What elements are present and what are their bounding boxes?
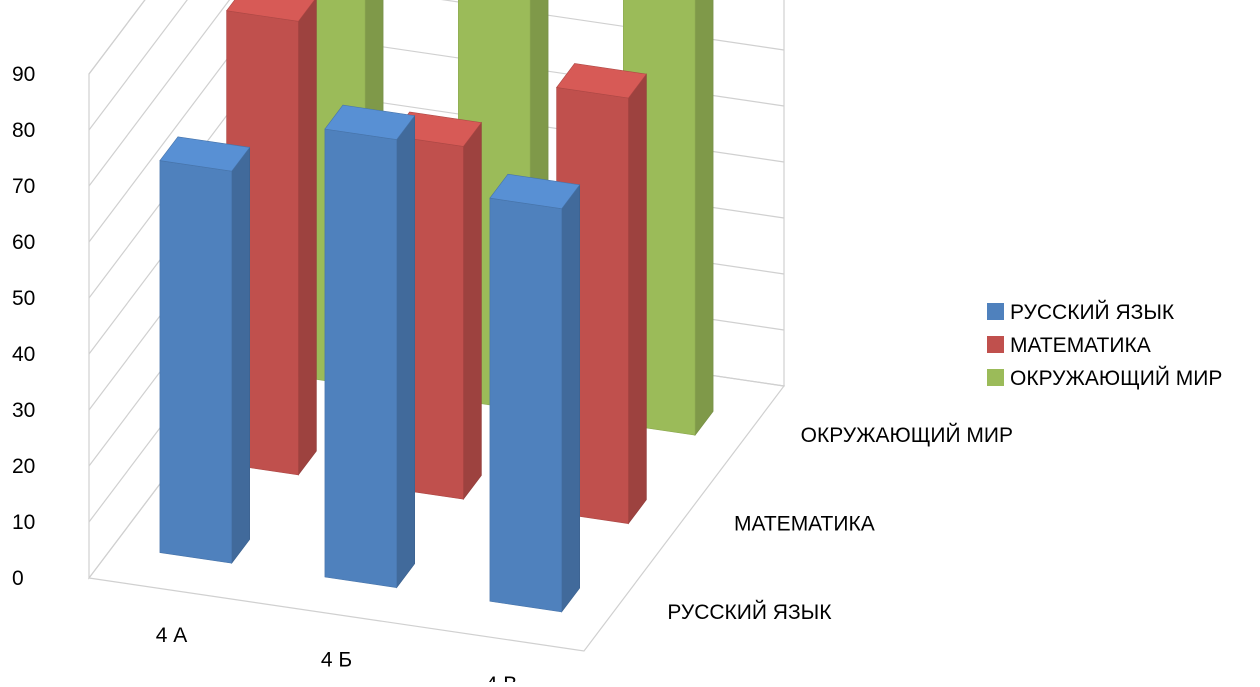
gridline	[88, 0, 785, 243]
y-tick-label: 90	[12, 63, 35, 86]
gridline	[88, 0, 231, 187]
y-tick-label: 50	[12, 287, 35, 310]
y-tick-label: 70	[12, 175, 35, 198]
chart-bars	[159, 0, 714, 613]
y-tick-label: 30	[12, 399, 35, 422]
gridline	[88, 0, 188, 131]
depth-tick-label: МАТЕМАТИКА	[734, 513, 875, 536]
x-tick-label: 4 Б	[321, 649, 352, 672]
depth-axis-tick-labels: РУССКИЙ ЯЗЫК МАТЕМАТИКА ОКРУЖАЮЩИЙ МИР	[667, 423, 1013, 624]
y-axis-tick-labels: 0 10 20 30 40 50 60 70 80 90	[12, 63, 35, 590]
y-tick-label: 60	[12, 231, 35, 254]
x-tick-label: 4 А	[156, 624, 188, 647]
bar-русский-язык-4-б	[324, 104, 416, 589]
y-tick-label: 20	[12, 455, 35, 478]
legend-swatch-окружающий-мир	[987, 369, 1004, 386]
legend-swatch-русский-язык	[987, 303, 1004, 320]
legend-swatch-математика	[987, 336, 1004, 353]
y-tick-label: 40	[12, 343, 35, 366]
legend-label: МАТЕМАТИКА	[1010, 334, 1151, 357]
x-tick-label: 4 В	[486, 673, 518, 682]
legend: РУССКИЙ ЯЗЫК МАТЕМАТИКА ОКРУЖАЮЩИЙ МИР	[987, 300, 1222, 390]
y-tick-label: 10	[12, 511, 35, 534]
y-tick-label: 80	[12, 119, 35, 142]
legend-label: ОКРУЖАЮЩИЙ МИР	[1010, 366, 1222, 390]
depth-tick-label: РУССКИЙ ЯЗЫК	[667, 600, 832, 624]
legend-label: РУССКИЙ ЯЗЫК	[1010, 300, 1175, 324]
y-tick-label: 0	[12, 567, 24, 590]
depth-tick-label: ОКРУЖАЮЩИЙ МИР	[801, 423, 1013, 447]
bar-русский-язык-4-в	[489, 173, 581, 613]
bar-русский-язык-4-а	[159, 136, 251, 565]
